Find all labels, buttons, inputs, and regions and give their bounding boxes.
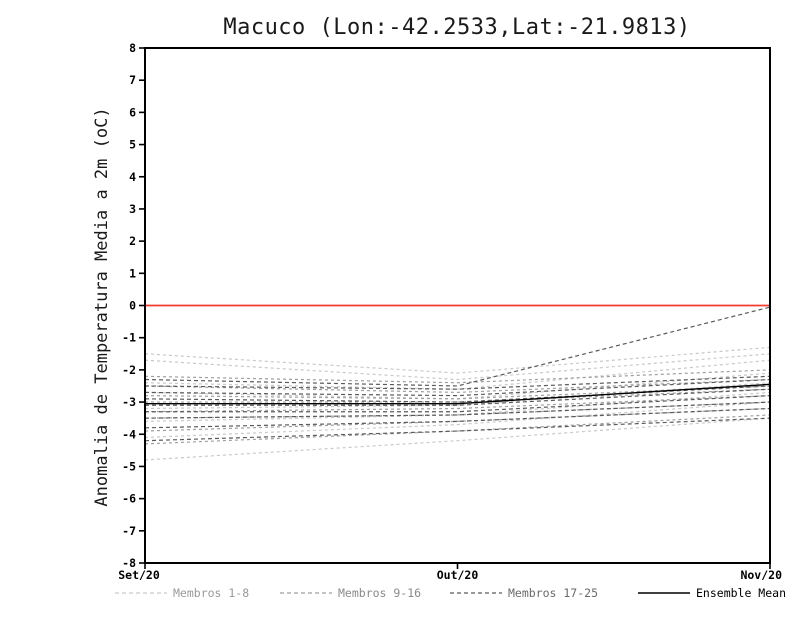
member-line — [144, 369, 771, 384]
member-line — [144, 401, 771, 419]
y-tick-label: 1 — [129, 266, 136, 280]
member-line — [144, 417, 771, 461]
member-line — [145, 395, 771, 413]
y-tick-label: -8 — [122, 556, 136, 570]
legend-label: Membros 9-16 — [338, 586, 421, 600]
y-tick-label: 2 — [129, 234, 136, 248]
y-tick-label: -7 — [122, 524, 136, 538]
ensemble-mean-line — [145, 383, 771, 405]
member-line — [144, 382, 771, 410]
member-line — [144, 401, 771, 439]
member-line — [145, 388, 771, 406]
member-line — [144, 385, 771, 400]
member-line — [144, 395, 771, 413]
y-tick-label: -2 — [122, 363, 136, 377]
legend-label: Membros 1-8 — [173, 586, 249, 600]
legend: Membros 1-8 Membros 9-16 Membros 17-25 Ense… — [115, 586, 786, 600]
member-line — [144, 407, 771, 432]
member-line — [144, 417, 771, 442]
y-tick-label: -3 — [122, 395, 136, 409]
y-tick-label: 6 — [129, 105, 136, 119]
legend-label: Membros 17-25 — [508, 586, 598, 600]
y-tick-label: 0 — [129, 299, 136, 313]
legend-label: Ensemble Mean — [696, 586, 786, 600]
member-line — [144, 385, 771, 403]
member-line — [144, 378, 771, 397]
y-axis-label: Anomalia de Temperatura Media a 2m (oC) — [92, 107, 112, 506]
x-tick-label: Set/20 — [118, 568, 160, 582]
member-line — [144, 353, 771, 381]
axes: -8 -7 -6 -5 -4 -3 -2 -1 0 1 2 3 4 5 6 7 8 Set/20 Out/20 Nov… — [118, 41, 782, 582]
y-tick-label: -5 — [122, 459, 136, 473]
x-tick-label: Nov/20 — [740, 568, 782, 582]
member-line — [144, 372, 771, 400]
y-tick-label: 8 — [129, 41, 136, 55]
member-line — [144, 378, 771, 394]
member-line — [144, 401, 771, 419]
member-line — [145, 388, 771, 403]
y-tick-label: 4 — [129, 170, 136, 184]
y-tick-label: 7 — [129, 73, 136, 87]
member-line — [144, 375, 771, 390]
member-line — [144, 407, 771, 429]
y-tick-label: -4 — [122, 427, 136, 441]
member-line — [144, 306, 771, 387]
x-tick-label: Out/20 — [437, 568, 479, 582]
member-line — [144, 414, 771, 445]
y-tick-label: -6 — [122, 492, 136, 506]
y-tick-label: 5 — [129, 138, 136, 152]
ensemble-member-lines — [144, 306, 771, 461]
member-line — [144, 359, 771, 390]
y-tick-label: -1 — [122, 331, 136, 345]
chart-title: Macuco (Lon:-42.2533,Lat:-21.9813) — [223, 15, 690, 40]
y-tick-label: 3 — [129, 202, 136, 216]
member-line — [144, 346, 771, 374]
